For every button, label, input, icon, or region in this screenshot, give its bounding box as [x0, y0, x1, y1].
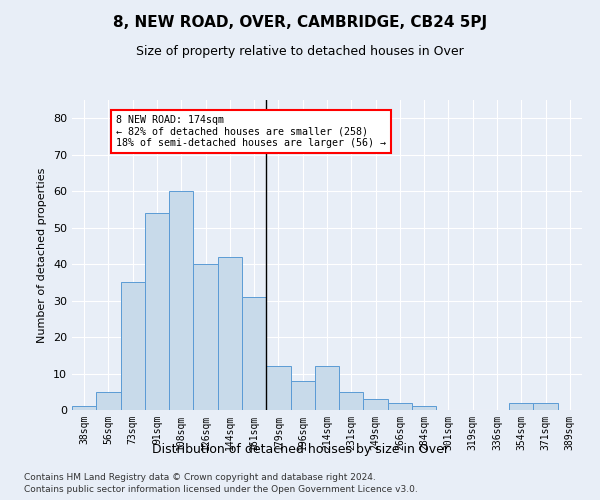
Bar	[242, 297, 266, 410]
Bar	[533, 402, 558, 410]
Bar	[412, 406, 436, 410]
Bar	[96, 392, 121, 410]
Bar	[339, 392, 364, 410]
Bar	[72, 406, 96, 410]
Bar	[266, 366, 290, 410]
Text: Size of property relative to detached houses in Over: Size of property relative to detached ho…	[136, 45, 464, 58]
Text: Contains HM Land Registry data © Crown copyright and database right 2024.: Contains HM Land Registry data © Crown c…	[24, 473, 376, 482]
Bar	[193, 264, 218, 410]
Bar	[509, 402, 533, 410]
Text: Contains public sector information licensed under the Open Government Licence v3: Contains public sector information licen…	[24, 486, 418, 494]
Text: 8, NEW ROAD, OVER, CAMBRIDGE, CB24 5PJ: 8, NEW ROAD, OVER, CAMBRIDGE, CB24 5PJ	[113, 15, 487, 30]
Text: 8 NEW ROAD: 174sqm
← 82% of detached houses are smaller (258)
18% of semi-detach: 8 NEW ROAD: 174sqm ← 82% of detached hou…	[116, 114, 386, 148]
Bar	[218, 257, 242, 410]
Bar	[169, 191, 193, 410]
Y-axis label: Number of detached properties: Number of detached properties	[37, 168, 47, 342]
Bar	[315, 366, 339, 410]
Bar	[290, 381, 315, 410]
Bar	[364, 399, 388, 410]
Bar	[388, 402, 412, 410]
Bar	[145, 213, 169, 410]
Bar	[121, 282, 145, 410]
Text: Distribution of detached houses by size in Over: Distribution of detached houses by size …	[151, 442, 449, 456]
